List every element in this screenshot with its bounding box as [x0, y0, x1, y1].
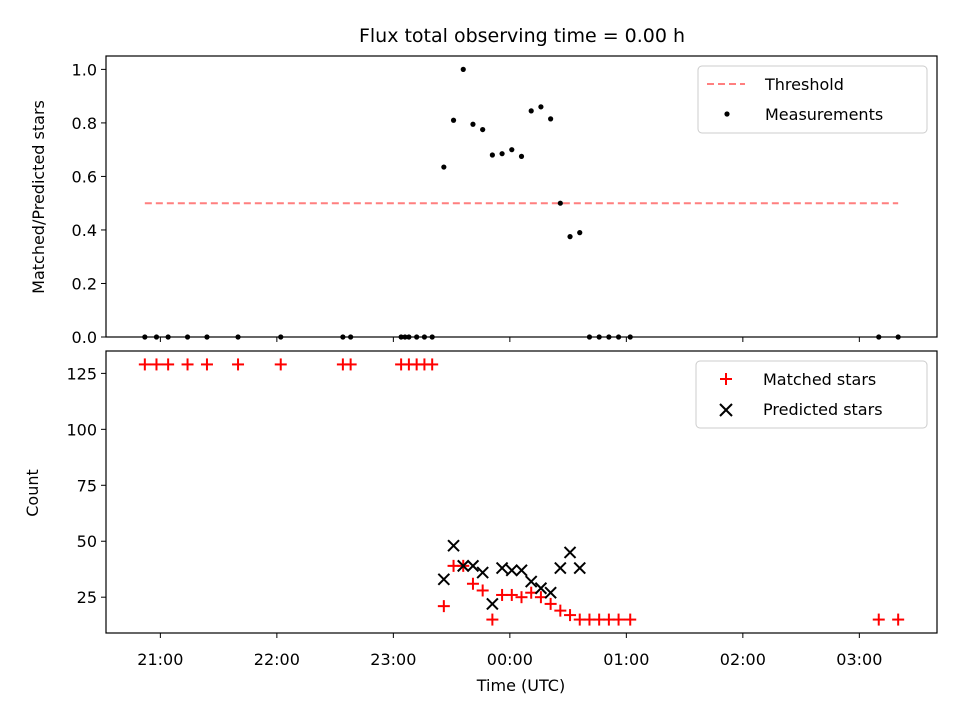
- y-tick-label: 0.6: [72, 167, 97, 186]
- y-tick-label: 25: [77, 588, 97, 607]
- top-y-ticks: 0.0 0.2 0.4 0.6 0.8 1.0: [72, 60, 106, 347]
- predicted-star-point: [544, 586, 557, 599]
- top-y-axis-label: Matched/Predicted stars: [29, 100, 48, 294]
- matched-star-point: [466, 577, 479, 590]
- x-tick-label: 02:00: [720, 650, 766, 669]
- predicted-star-point: [563, 546, 577, 559]
- matched-star-point: [612, 613, 625, 626]
- y-tick-label: 0.4: [72, 221, 97, 240]
- measurement-point: [509, 147, 515, 153]
- predicted-star-point: [486, 597, 499, 611]
- matched-star-point: [486, 613, 499, 626]
- legend-threshold-label: Threshold: [764, 75, 844, 94]
- matched-star-point: [138, 358, 151, 371]
- y-tick-label: 50: [77, 532, 97, 551]
- y-tick-label: 100: [66, 420, 97, 439]
- measurement-point: [518, 153, 525, 159]
- matched-star-point: [150, 358, 163, 371]
- y-tick-label: 125: [66, 364, 97, 383]
- predicted-star-point: [476, 566, 489, 579]
- bottom-legend: Matched stars Predicted stars: [695, 360, 928, 429]
- matched-star-point: [505, 588, 518, 601]
- y-tick-label: 0.0: [72, 328, 97, 347]
- x-tick-label: 22:00: [254, 650, 300, 669]
- measurement-point: [450, 117, 457, 123]
- predicted-star-point: [437, 573, 451, 586]
- measurement-point: [557, 200, 563, 206]
- predicted-star-point: [515, 564, 528, 577]
- predicted-star-point: [466, 559, 480, 573]
- matched-star-point: [181, 358, 194, 371]
- x-axis-label: Time (UTC): [476, 676, 565, 695]
- matched-star-point: [437, 600, 450, 613]
- legend-matched-swatch: [720, 373, 732, 385]
- y-tick-label: 0.8: [72, 114, 97, 133]
- predicted-star-point: [534, 582, 548, 595]
- y-tick-label: 75: [77, 476, 97, 495]
- measurement-point: [548, 116, 554, 122]
- matched-star-point: [872, 613, 885, 626]
- measurement-point: [480, 126, 486, 133]
- x-tick-label: 03:00: [836, 650, 882, 669]
- measurement-point: [567, 234, 573, 240]
- predicted-star-point: [495, 561, 509, 575]
- matched-star-point: [200, 358, 213, 371]
- measurement-point: [528, 108, 534, 114]
- x-tick-label: 21:00: [137, 650, 183, 669]
- x-tick-label: 00:00: [487, 650, 533, 669]
- measurement-point: [538, 104, 544, 110]
- matched-star-point: [624, 613, 637, 626]
- matched-star-point: [564, 609, 577, 622]
- y-tick-label: 1.0: [72, 60, 97, 79]
- top-x-ticks: [159, 337, 860, 342]
- predicted-star-point: [525, 575, 538, 588]
- bottom-x-ticks: 21:00 22:00 23:00 00:00 01:00 02:00 03:00: [137, 633, 882, 669]
- matched-star-point: [426, 358, 439, 371]
- legend-predicted-label: Predicted stars: [763, 400, 883, 419]
- predicted-star-point: [457, 559, 470, 573]
- bottom-y-axis-label: Count: [23, 469, 42, 517]
- top-chart-title: Flux total observing time = 0.00 h: [359, 25, 685, 47]
- measurement-point: [460, 66, 466, 72]
- matched-star-point: [162, 358, 175, 371]
- legend-matched-label: Matched stars: [763, 370, 876, 389]
- predicted-star-point: [573, 561, 586, 575]
- legend-measurements-label: Measurements: [765, 105, 883, 124]
- matched-star-point: [344, 358, 357, 371]
- top-legend: Threshold Measurements: [697, 65, 928, 134]
- matched-star-point: [515, 591, 528, 604]
- matched-star-point: [554, 604, 567, 617]
- matched-star-point: [476, 584, 489, 597]
- measurement-point: [470, 121, 476, 127]
- matched-star-point: [892, 613, 905, 626]
- matched-star-point: [544, 597, 557, 610]
- predicted-star-point: [554, 561, 567, 575]
- matched-star-point: [274, 358, 287, 371]
- legend-predicted-swatch: [719, 403, 733, 417]
- x-tick-label: 23:00: [370, 650, 416, 669]
- bottom-y-ticks: 25 50 75 100 125: [66, 364, 106, 607]
- measurement-point: [577, 230, 583, 236]
- measurement-point: [499, 151, 505, 157]
- measurement-point: [489, 152, 495, 158]
- predicted-star-point: [447, 539, 460, 552]
- measurement-point: [441, 164, 447, 170]
- legend-measurements-swatch: [724, 111, 730, 117]
- matched-star-point: [232, 358, 245, 371]
- y-tick-label: 0.2: [72, 274, 97, 293]
- predicted-star-point: [505, 564, 518, 577]
- x-tick-label: 01:00: [603, 650, 649, 669]
